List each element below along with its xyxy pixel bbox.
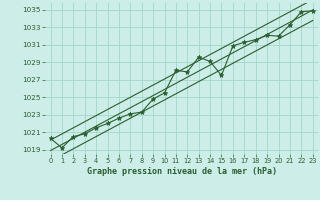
X-axis label: Graphe pression niveau de la mer (hPa): Graphe pression niveau de la mer (hPa) [87,167,276,176]
